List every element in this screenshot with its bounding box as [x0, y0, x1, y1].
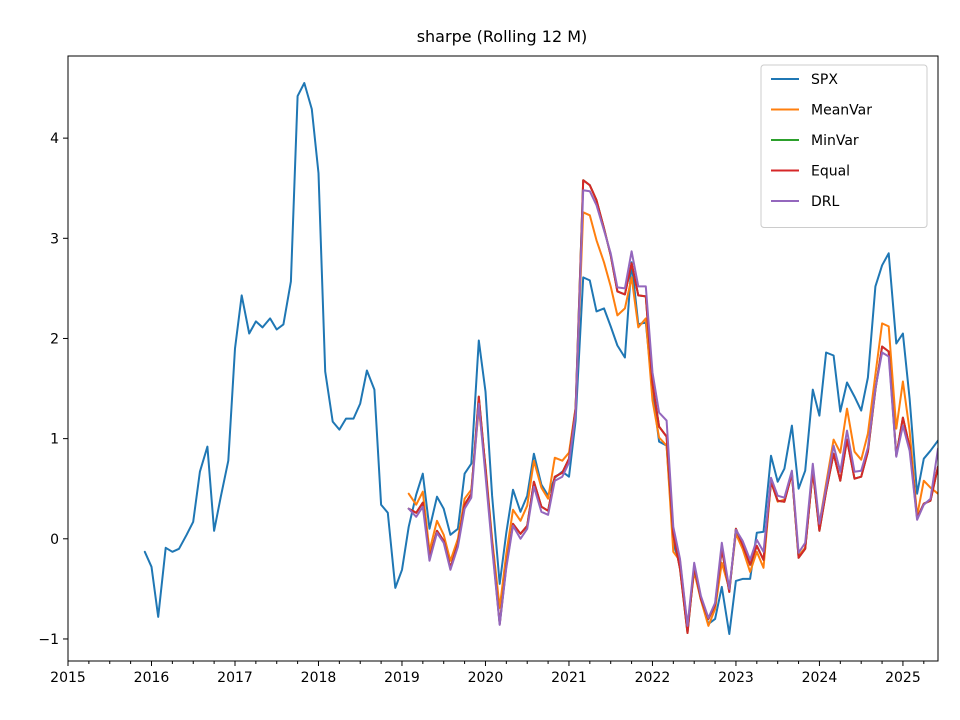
y-tick-label: 2	[50, 331, 59, 347]
series-line-meanvar	[407, 211, 938, 628]
legend-label-meanvar: MeanVar	[811, 103, 872, 119]
y-tick-label: 3	[50, 231, 59, 247]
legend-label-drl: DRL	[811, 194, 840, 210]
x-tick-label: 2023	[718, 670, 754, 686]
x-tick-label: 2018	[301, 670, 337, 686]
x-tick-label: 2021	[551, 670, 587, 686]
y-tick-label: 0	[50, 532, 59, 548]
chart-title: sharpe (Rolling 12 M)	[417, 27, 588, 46]
x-tick-label: 2020	[468, 670, 504, 686]
x-tick-label: 2017	[217, 670, 253, 686]
x-tick-label: 2022	[635, 670, 671, 686]
series-line-drl	[407, 189, 938, 627]
y-tick-label: 1	[50, 432, 59, 448]
x-tick-label: 2025	[885, 670, 921, 686]
x-tick-label: 2016	[134, 670, 170, 686]
x-tick-label: 2019	[384, 670, 420, 686]
y-tick-label: 4	[50, 131, 59, 147]
series-layer	[143, 82, 938, 635]
x-tick-label: 2024	[802, 670, 838, 686]
legend-box	[760, 64, 928, 228]
legend: SPX MeanVar MinVar Equal DRL	[760, 64, 928, 228]
legend-label-minvar: MinVar	[811, 133, 859, 149]
x-tick-label: 2015	[50, 670, 86, 686]
y-tick-label: −1	[38, 632, 59, 648]
legend-label-equal: Equal	[811, 164, 850, 180]
y-axis: −1 0 1 2 3 4	[38, 131, 68, 648]
legend-label-spx: SPX	[811, 72, 838, 88]
plot-frame	[67, 55, 939, 662]
x-axis: 2015 2016 2017 2018 2019 2020 2021 2022 2023 2024…	[50, 661, 925, 686]
